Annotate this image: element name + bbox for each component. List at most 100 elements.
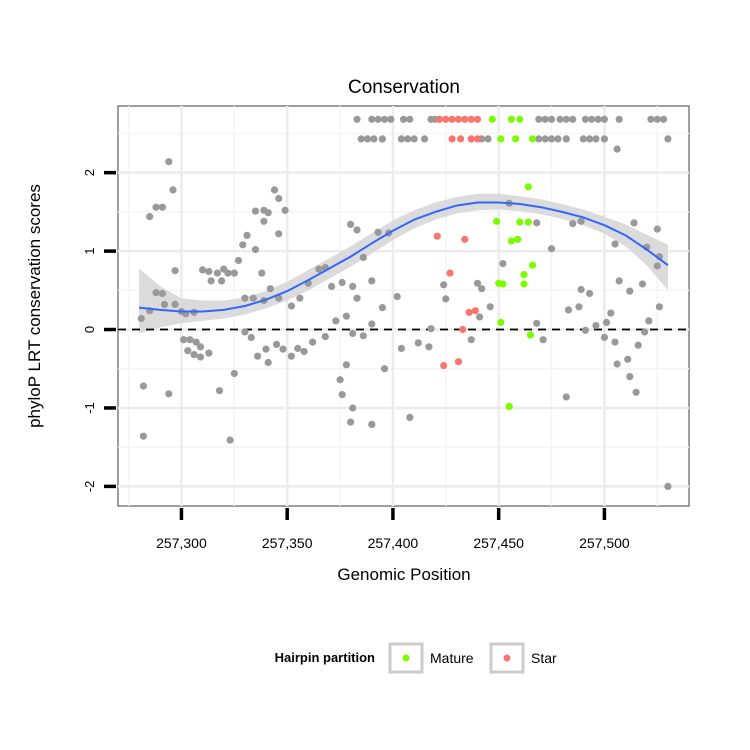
data-point-other	[146, 213, 154, 221]
data-point-other	[374, 115, 382, 123]
data-point-other	[425, 343, 433, 351]
data-point-other	[349, 282, 357, 290]
data-point-other	[406, 115, 414, 123]
data-point-other	[171, 300, 179, 308]
data-point-other	[541, 135, 549, 143]
data-point-other	[258, 269, 266, 277]
data-point-other	[251, 245, 260, 254]
data-point-other	[357, 135, 365, 143]
data-point-other	[275, 230, 283, 238]
y-tick-label: 2	[82, 169, 97, 176]
x-axis-title: Genomic Position	[337, 565, 470, 584]
data-point-other	[414, 339, 422, 347]
data-point-other	[224, 269, 232, 277]
data-point-other	[368, 320, 376, 328]
data-point-star	[446, 269, 454, 277]
data-point-other	[190, 351, 198, 359]
chart-title: Conservation	[348, 77, 460, 98]
data-point-other	[321, 333, 329, 341]
data-point-other	[230, 369, 238, 378]
data-point-other	[241, 294, 249, 302]
data-point-mature	[511, 135, 520, 143]
data-point-other	[165, 390, 173, 398]
data-point-other	[624, 355, 632, 363]
data-point-mature	[497, 318, 505, 327]
data-point-mature	[488, 115, 496, 123]
data-point-other	[577, 285, 585, 294]
legend-label-star: Star	[531, 650, 557, 666]
data-point-other	[254, 352, 262, 360]
data-point-other	[579, 135, 587, 143]
data-point-other	[309, 338, 317, 346]
data-point-mature	[528, 261, 537, 269]
data-point-mature	[516, 218, 524, 226]
data-point-other	[541, 115, 549, 123]
data-point-other	[588, 115, 596, 123]
data-point-other	[213, 269, 221, 277]
data-point-other	[600, 135, 609, 143]
data-point-other	[581, 326, 590, 334]
data-point-other	[380, 365, 389, 373]
data-point-star	[457, 135, 465, 143]
data-point-other	[615, 115, 623, 123]
data-point-other	[300, 347, 308, 356]
data-point-other	[353, 226, 361, 234]
data-point-star	[442, 115, 450, 123]
data-point-other	[641, 328, 649, 336]
data-point-other	[349, 329, 357, 338]
data-point-other	[442, 295, 450, 303]
data-point-other	[275, 294, 283, 302]
data-point-other	[660, 115, 668, 123]
data-point-other	[192, 338, 200, 346]
data-point-star	[467, 135, 475, 143]
data-point-mature	[493, 217, 501, 225]
data-point-star	[473, 135, 482, 143]
data-point-other	[342, 361, 350, 369]
data-point-other	[410, 135, 418, 143]
data-point-other	[287, 352, 295, 360]
data-point-other	[359, 253, 367, 261]
data-point-other	[205, 349, 213, 357]
data-point-other	[592, 322, 600, 330]
data-point-other	[607, 309, 615, 317]
data-point-other	[476, 313, 484, 321]
data-point-other	[234, 256, 243, 265]
data-point-other	[338, 391, 346, 399]
x-axis: 257,300 257,350 257,400 257,450 257,500	[156, 508, 630, 551]
data-point-other	[600, 115, 609, 123]
data-point-other	[332, 317, 340, 325]
data-point-other	[342, 312, 350, 320]
data-point-star	[459, 325, 467, 334]
data-point-other	[347, 220, 355, 228]
data-point-other	[230, 269, 238, 277]
x-tick-label: 257,500	[579, 535, 630, 551]
x-tick-label: 257,350	[262, 535, 313, 551]
data-point-other	[239, 241, 247, 249]
data-point-other	[397, 344, 405, 352]
data-point-other	[370, 135, 378, 143]
data-point-other	[478, 285, 486, 293]
data-point-other	[378, 135, 386, 143]
data-point-other	[554, 135, 562, 143]
data-point-other	[655, 303, 664, 311]
data-point-star	[467, 115, 475, 123]
data-point-other	[169, 186, 177, 194]
data-point-mature	[499, 280, 507, 288]
y-tick-label: -2	[82, 481, 97, 493]
data-point-other	[626, 287, 634, 295]
data-point-other	[613, 145, 621, 153]
data-point-other	[296, 294, 304, 302]
data-point-other	[630, 219, 638, 227]
data-point-star	[465, 308, 473, 316]
data-point-other	[266, 285, 274, 293]
data-point-other	[467, 336, 475, 344]
data-point-other	[184, 347, 192, 355]
data-point-other	[611, 240, 619, 248]
points-partition-layer	[433, 115, 537, 410]
data-point-other	[564, 306, 573, 314]
legend-label-mature: Mature	[430, 650, 474, 666]
data-point-other	[569, 115, 577, 123]
data-point-other	[577, 217, 585, 225]
data-point-other	[535, 115, 543, 123]
